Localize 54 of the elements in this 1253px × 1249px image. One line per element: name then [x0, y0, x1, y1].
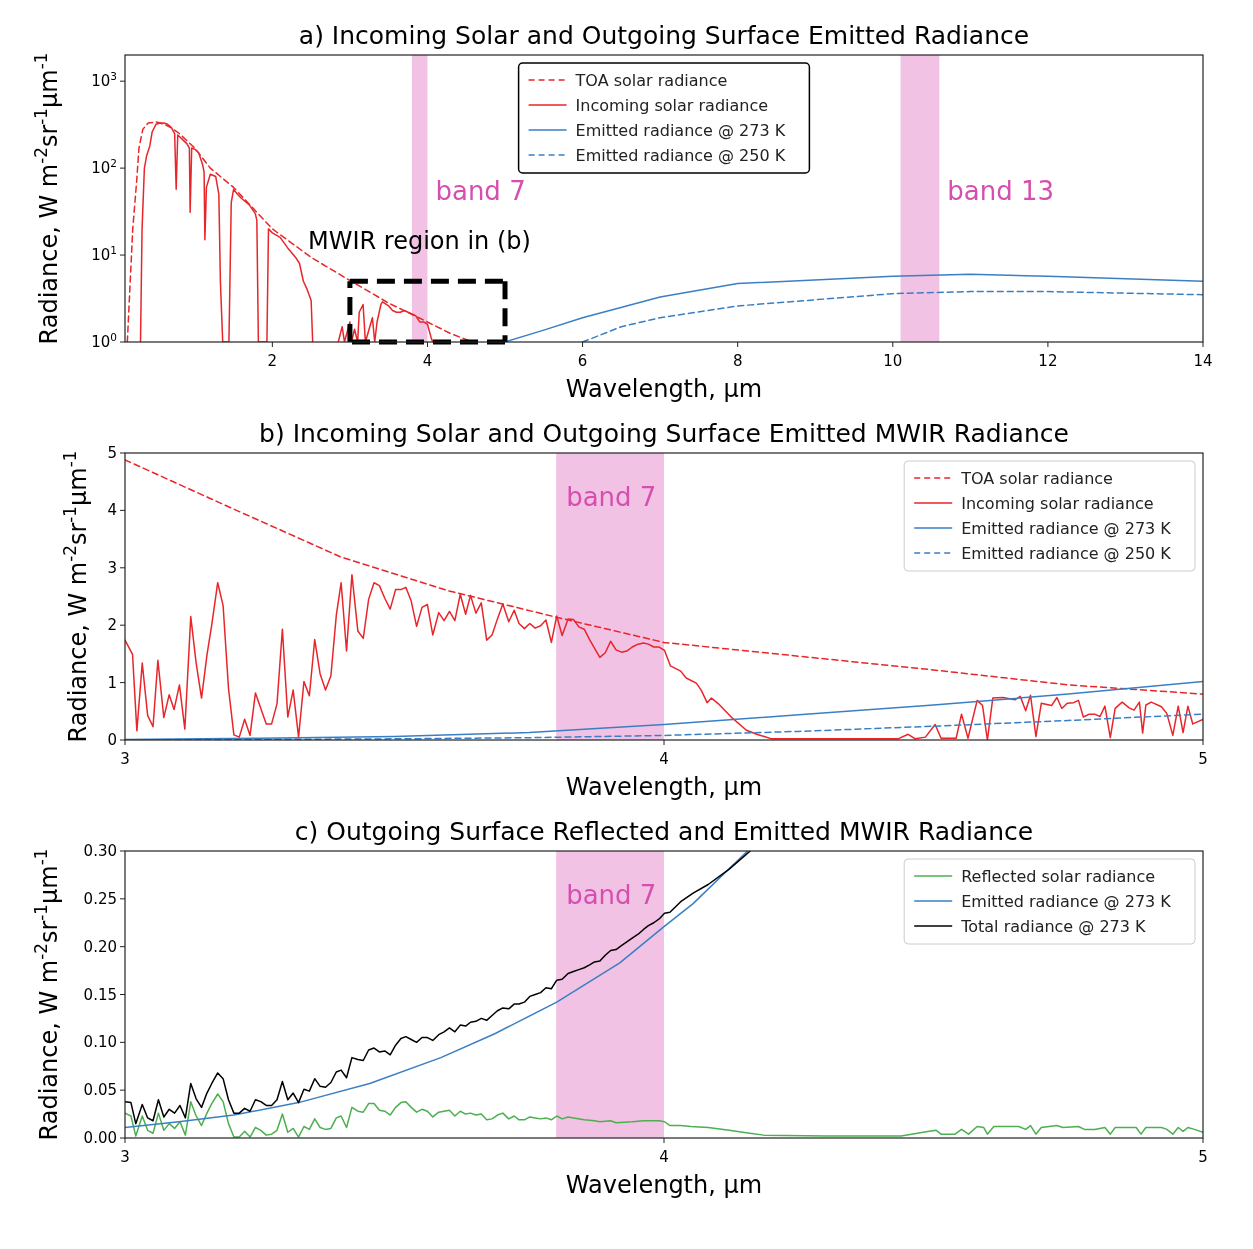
x-tick-label: 8 — [732, 352, 743, 370]
y-tick-label: 0.10 — [83, 1033, 117, 1052]
band-label: band 7 — [435, 175, 526, 206]
x-tick-label: 4 — [659, 1148, 669, 1166]
y-tick-label: 0.15 — [83, 985, 117, 1004]
y-tick-label: 0 — [107, 731, 117, 749]
y-tick-label: 0.30 — [83, 842, 117, 860]
annotation: MWIR region in (b) — [308, 227, 531, 256]
legend-label: Reflected solar radiance — [961, 867, 1156, 886]
x-tick-label: 6 — [577, 352, 588, 370]
x-tick-label: 12 — [1038, 352, 1058, 370]
y-tick-label: 4 — [107, 501, 117, 520]
legend-label: Emitted radiance @ 273 K — [961, 519, 1172, 538]
x-tick-label: 3 — [120, 1148, 130, 1166]
y-tick-label: 0.00 — [83, 1129, 117, 1147]
x-tick-label: 10 — [883, 352, 903, 370]
x-axis-title: Wavelength, µm — [565, 375, 763, 403]
x-tick-label: 3 — [120, 750, 130, 768]
y-tick-label: 10$^{1}$ — [91, 244, 117, 265]
legend-label: Total radiance @ 273 K — [960, 917, 1147, 936]
line-series — [125, 1093, 1203, 1138]
y-tick-label: 1 — [107, 673, 117, 692]
x-tick-label: 5 — [1198, 1148, 1208, 1166]
x-tick-label: 4 — [422, 352, 433, 370]
y-tick-label: 10$^{2}$ — [91, 157, 117, 178]
x-axis-title: Wavelength, µm — [565, 773, 763, 801]
y-tick-label: 10$^{3}$ — [91, 70, 117, 91]
chart-title: a) Incoming Solar and Outgoing Surface Emitted Radiance — [298, 21, 1030, 50]
band-label: band 7 — [566, 880, 657, 911]
x-tick-label: 5 — [1198, 750, 1208, 768]
y-tick-label: 0.20 — [83, 937, 117, 956]
legend-label: Emitted radiance @ 273 K — [961, 892, 1172, 911]
chart-title: c) Outgoing Surface Reflected and Emitted MWIR Radiance — [294, 817, 1034, 846]
legend-label: Incoming solar radiance — [961, 494, 1154, 513]
band-label: band 13 — [947, 175, 1055, 206]
band-label: band 7 — [566, 482, 657, 513]
y-tick-label: 2 — [107, 616, 117, 635]
legend-label: Incoming solar radiance — [575, 96, 769, 115]
chart-title: b) Incoming Solar and Outgoing Surface Emitted MWIR Radiance — [259, 419, 1069, 448]
legend-label: Emitted radiance @ 250 K — [961, 544, 1172, 563]
y-tick-label: 5 — [107, 444, 117, 462]
x-tick-label: 14 — [1193, 352, 1213, 370]
legend-label: Emitted radiance @ 250 K — [575, 146, 786, 165]
legend-label: TOA solar radiance — [574, 71, 728, 90]
x-axis-title: Wavelength, µm — [565, 1171, 763, 1199]
y-tick-label: 0.05 — [83, 1081, 117, 1100]
legend-label: Emitted radiance @ 273 K — [575, 121, 786, 140]
y-tick-label: 3 — [107, 558, 117, 577]
legend-label: TOA solar radiance — [960, 469, 1113, 488]
line-series — [581, 290, 1203, 342]
y-tick-label: 0.25 — [83, 889, 117, 908]
x-tick-label: 4 — [659, 750, 669, 768]
x-tick-label: 2 — [267, 352, 278, 370]
y-tick-label: 10$^{0}$ — [91, 331, 117, 351]
